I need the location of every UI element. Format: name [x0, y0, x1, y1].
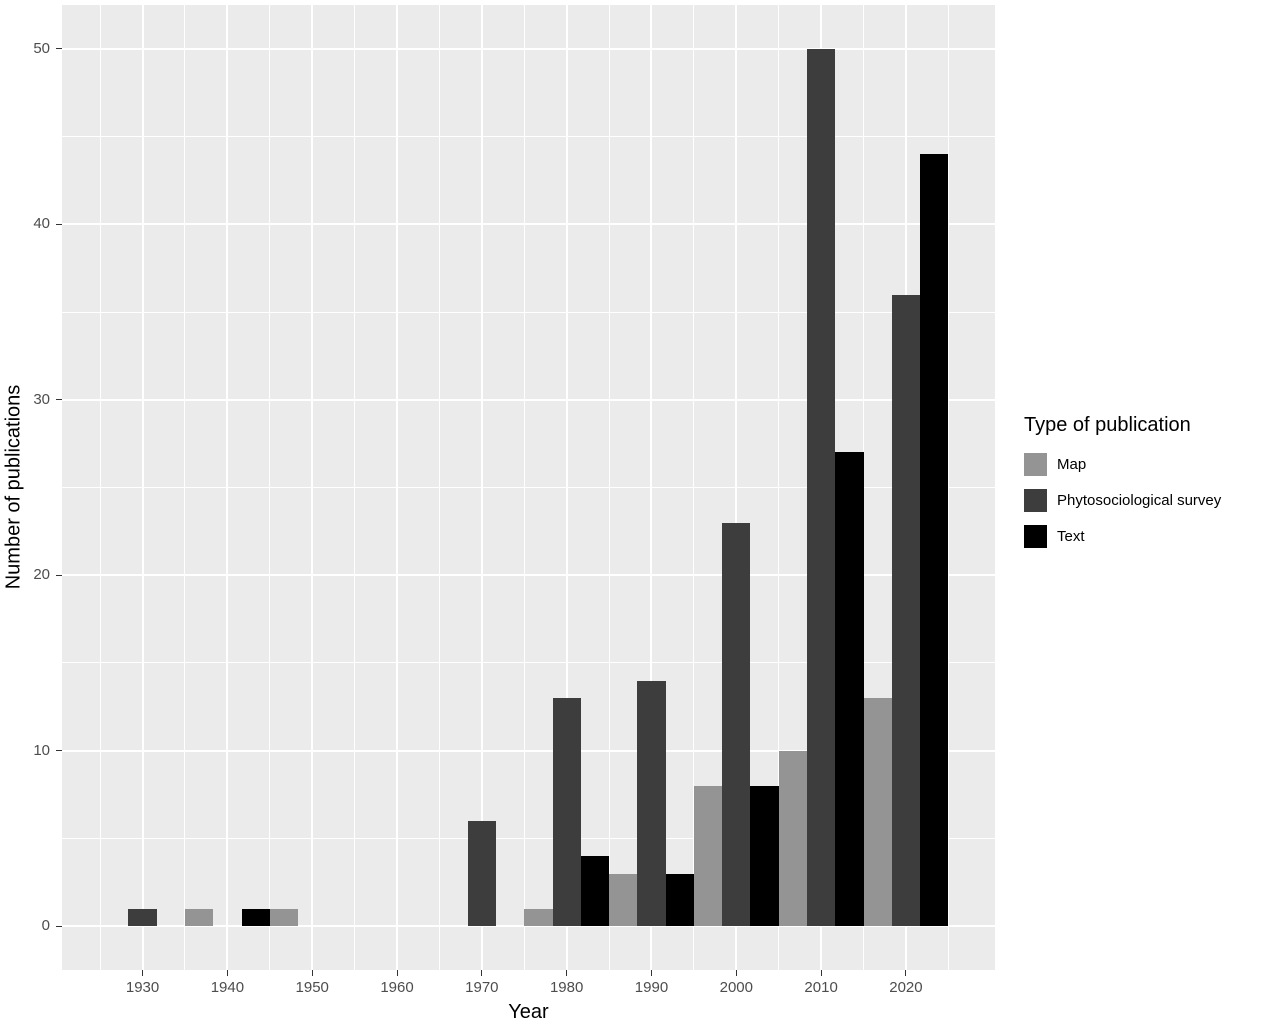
x-tick-label: 1970 [465, 979, 499, 996]
bar-text-1940 [241, 908, 270, 927]
bar-map-2020 [863, 698, 892, 927]
gridline-minor-v [947, 5, 949, 970]
legend-items: Map Phytosociological survey Text [1024, 453, 1280, 548]
x-axis-tick [142, 970, 144, 976]
gridline-major-v [311, 5, 314, 970]
bar-phytosociological-survey-1980 [552, 698, 581, 927]
gridline-major-v [735, 5, 738, 970]
bar-map-1990 [609, 873, 638, 927]
gridline-major-h [62, 47, 995, 50]
gridline-minor-v [269, 5, 271, 970]
y-tick-label: 50 [33, 39, 50, 57]
gridline-major-v [226, 5, 229, 970]
x-tick-label: 1980 [549, 979, 584, 996]
y-axis-tick [56, 223, 62, 225]
x-tick-label: 1930 [125, 979, 160, 996]
bar-text-2000 [750, 785, 779, 927]
legend-label-phytosociological-survey: Phytosociological survey [1057, 492, 1222, 509]
y-tick-label: 10 [33, 741, 50, 759]
gridline-minor-v [354, 5, 356, 970]
gridline-minor-h [62, 662, 995, 664]
y-tick-label: 30 [33, 390, 50, 408]
x-tick-label: 2020 [889, 979, 923, 996]
x-tick-label: 1960 [380, 979, 414, 996]
y-axis-tick [56, 750, 62, 752]
gridline-minor-v [608, 5, 610, 970]
gridline-major-h [62, 574, 995, 577]
legend-swatch-phytosociological-survey [1024, 489, 1047, 512]
bar-phytosociological-survey-1970 [467, 820, 496, 927]
x-tick-label: 1990 [634, 979, 669, 996]
bar-map-2010 [778, 750, 807, 927]
gridline-minor-v [523, 5, 525, 970]
gridline-minor-v [778, 5, 780, 970]
legend-title: Type of publication [1024, 414, 1191, 436]
gridline-major-v [650, 5, 653, 970]
gridline-minor-h [62, 487, 995, 488]
x-axis-tick [905, 970, 907, 976]
y-axis-tick [56, 925, 62, 927]
x-tick-label: 1950 [295, 979, 329, 996]
gridline-major-h [62, 749, 995, 752]
gridline-major-h [62, 925, 995, 928]
legend-item-phytosociological-survey: Phytosociological survey [1024, 489, 1280, 512]
bar-phytosociological-survey-2020 [891, 294, 921, 927]
gridline-minor-h [62, 311, 995, 313]
y-axis-title: Number of publications [2, 384, 25, 590]
x-tick-label: 2010 [804, 979, 838, 996]
gridline-minor-h [62, 837, 995, 839]
y-tick-label: 40 [33, 215, 50, 233]
legend-item-text: Text [1024, 525, 1280, 548]
x-axis-tick [396, 970, 398, 976]
y-axis-tick [56, 48, 62, 50]
plot-panel [62, 5, 995, 970]
bar-phytosociological-survey-1990 [637, 680, 666, 927]
gridline-major-v [480, 5, 483, 970]
x-axis-title: Year [508, 1001, 549, 1023]
x-axis-tick [311, 970, 313, 976]
bar-map-1940 [184, 908, 214, 927]
gridline-minor-v [184, 5, 186, 970]
gridline-major-v [141, 5, 144, 970]
gridline-major-v [565, 5, 568, 970]
x-axis-tick [566, 970, 568, 976]
bar-phytosociological-survey-2010 [806, 48, 836, 927]
bar-text-1990 [665, 873, 694, 927]
legend-label-text: Text [1057, 528, 1085, 545]
gridline-minor-v [99, 5, 101, 970]
x-axis-tick [820, 970, 822, 976]
gridline-minor-h [62, 136, 995, 138]
gridline-minor-v [693, 5, 695, 970]
gridline-major-h [62, 398, 995, 401]
x-tick-label: 1940 [210, 979, 245, 996]
bar-phytosociological-survey-2000 [722, 522, 751, 927]
legend-item-map: Map [1024, 453, 1280, 476]
x-axis-tick [735, 970, 737, 976]
bar-phytosociological-survey-1930 [128, 908, 157, 927]
legend-swatch-map [1024, 453, 1047, 476]
gridline-minor-v [863, 5, 865, 970]
bar-text-1980 [580, 855, 610, 927]
x-axis-tick [226, 970, 228, 976]
legend-label-map: Map [1057, 456, 1087, 473]
gridline-minor-v [438, 5, 440, 970]
x-tick-label: 2000 [719, 979, 753, 996]
bar-map-2000 [693, 785, 723, 927]
y-axis-tick [56, 574, 62, 576]
y-tick-label: 20 [33, 566, 50, 584]
y-axis-tick [56, 399, 62, 401]
bar-map-1950 [269, 908, 299, 927]
bar-map-1980 [524, 908, 553, 927]
y-tick-label: 0 [41, 917, 50, 935]
bar-text-2010 [835, 452, 864, 927]
x-axis-tick [481, 970, 483, 976]
gridline-major-h [62, 223, 995, 226]
legend-swatch-text [1024, 525, 1047, 548]
bar-text-2020 [920, 154, 949, 927]
legend: Type of publication Map Phytosociological… [1024, 414, 1280, 561]
x-axis-tick [650, 970, 652, 976]
gridline-major-v [396, 5, 399, 970]
